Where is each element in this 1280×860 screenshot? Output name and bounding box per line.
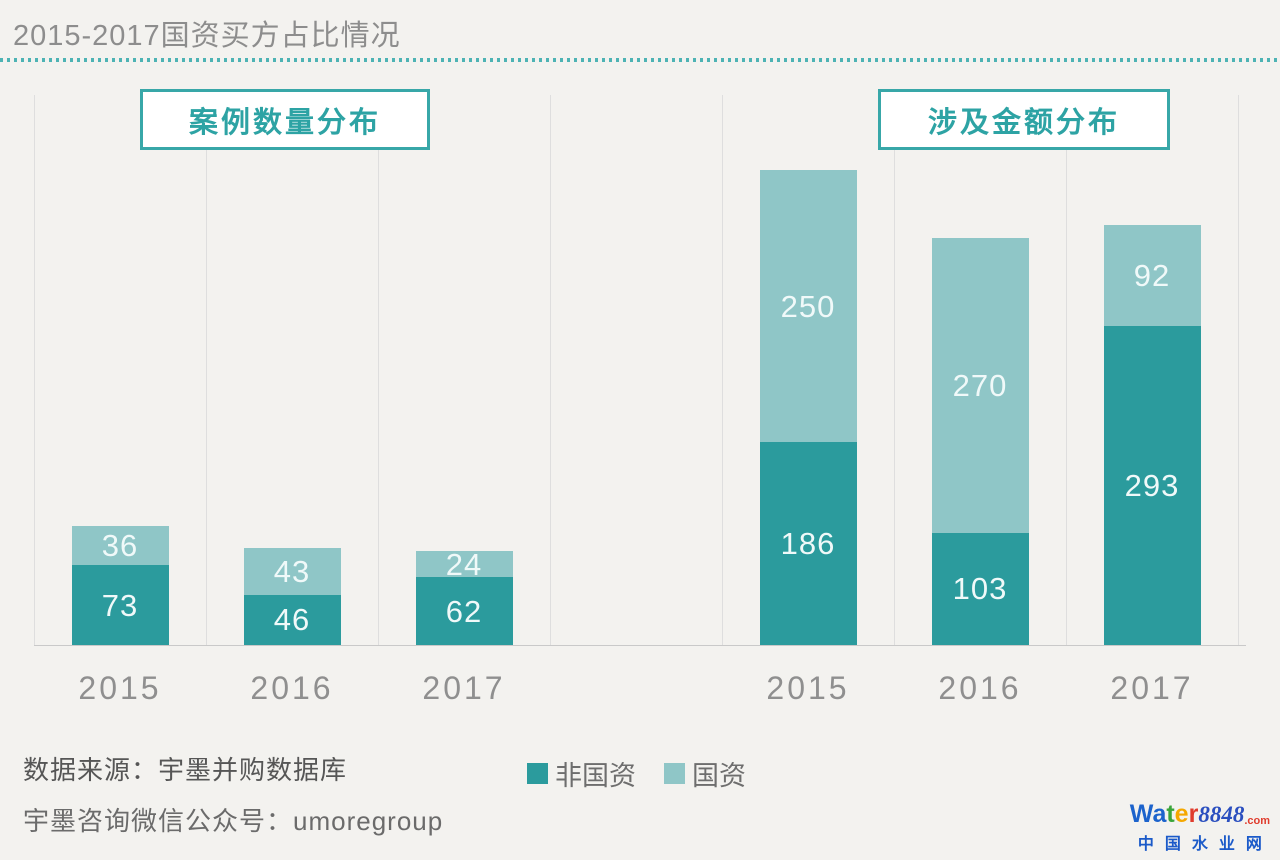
legend-item-state: 国资 (664, 754, 746, 793)
bar-value-label: 73 (101, 587, 139, 623)
legend-label-non-state: 非国资 (555, 761, 636, 791)
bar-segment: 293 (1103, 325, 1201, 645)
bar-segment: 103 (931, 532, 1029, 645)
logo-letter: t (1166, 800, 1175, 828)
panel-label-cases: 案例数量分布 (140, 89, 430, 150)
bar-value-label: 24 (445, 546, 483, 582)
vertical-gridline (206, 95, 207, 645)
bar-segment: 46 (243, 594, 341, 645)
vertical-gridline (34, 95, 35, 645)
bar-value-label: 46 (273, 602, 311, 638)
vertical-gridline (894, 95, 895, 645)
bar-value-label: 293 (1124, 467, 1180, 503)
bar-segment: 92 (1103, 225, 1201, 326)
x-axis-label: 2017 (1110, 670, 1194, 706)
bar-segment: 270 (931, 238, 1029, 533)
logo-letter: W (1129, 800, 1153, 828)
x-axis-label: 2016 (938, 670, 1022, 706)
water8848-wordmark: Water8848.com (1130, 802, 1270, 827)
panel-label-amount-text: 涉及金额分布 (927, 106, 1120, 139)
logo-number: 8848 (1198, 802, 1245, 827)
x-axis-label: 2017 (422, 670, 506, 706)
page-title: 2015-2017国资买方占比情况 (13, 20, 401, 52)
panel-label-cases-text: 案例数量分布 (188, 106, 381, 139)
water8848-logo: Water8848.com 中国水业网 (1130, 802, 1270, 854)
chart-legend: 非国资 国资 (527, 754, 746, 793)
logo-chinese-name: 中国水业网 (1137, 836, 1273, 853)
bar-value-label: 62 (445, 593, 483, 629)
title-underline-dotted (0, 58, 1280, 62)
bar-segment: 73 (71, 565, 169, 645)
bar-segment: 36 (71, 526, 169, 566)
bar-value-label: 103 (952, 571, 1008, 607)
bar-value-label: 270 (952, 368, 1008, 404)
panel-label-amount: 涉及金额分布 (878, 89, 1170, 150)
bar-value-label: 250 (780, 288, 836, 324)
water-letters: Water (1130, 800, 1199, 828)
legend-swatch-state (664, 763, 685, 784)
vertical-gridline (550, 95, 551, 645)
x-axis-label: 2016 (250, 670, 334, 706)
bar-value-label: 92 (1133, 257, 1171, 293)
wechat-account-text: 宇墨咨询微信公众号：umoregroup (23, 806, 444, 836)
bar-segment: 186 (759, 442, 857, 645)
bar-segment: 250 (759, 169, 857, 443)
bar-segment: 62 (415, 577, 513, 645)
bar-value-label: 186 (780, 526, 836, 562)
legend-label-state: 国资 (692, 761, 746, 791)
x-axis-baseline (34, 645, 1246, 646)
bar-value-label: 43 (273, 553, 311, 589)
bar-segment: 24 (415, 546, 513, 582)
bar-segment: 43 (243, 547, 341, 595)
bar-value-label: 36 (101, 528, 139, 564)
legend-item-non-state: 非国资 (527, 754, 636, 793)
legend-swatch-non-state (527, 763, 548, 784)
vertical-gridline (1066, 95, 1067, 645)
vertical-gridline (378, 95, 379, 645)
logo-tld: .com (1244, 815, 1270, 827)
logo-letter: e (1174, 800, 1189, 828)
vertical-gridline (722, 95, 723, 645)
x-axis-label: 2015 (78, 670, 162, 706)
data-source-text: 数据来源：宇墨并购数据库 (23, 755, 348, 785)
logo-letter: a (1152, 800, 1167, 828)
logo-letter: r (1188, 800, 1199, 828)
x-axis-label: 2015 (766, 670, 850, 706)
vertical-gridline (1238, 95, 1239, 645)
